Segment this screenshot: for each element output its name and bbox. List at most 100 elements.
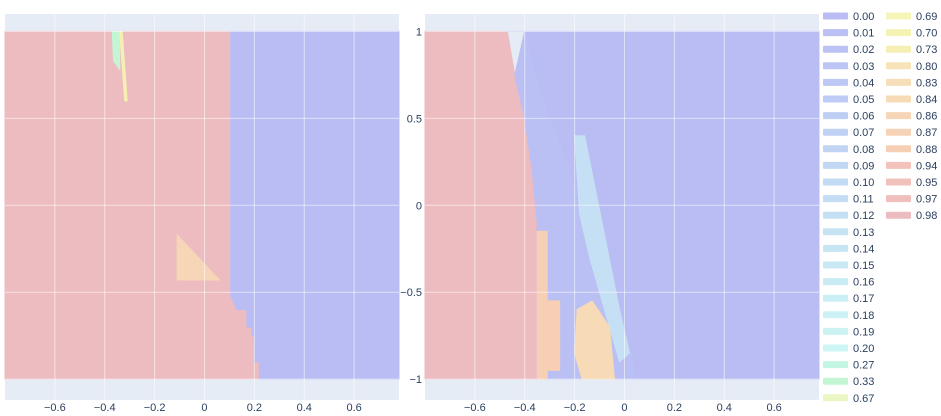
legend-item[interactable]: 0.87 bbox=[886, 127, 937, 139]
legend-item[interactable]: 0.10 bbox=[823, 177, 874, 189]
legend-swatch bbox=[823, 12, 848, 20]
legend-item[interactable]: 0.16 bbox=[823, 277, 874, 289]
legend-item[interactable]: 0.07 bbox=[823, 127, 874, 139]
legend-label: 0.67 bbox=[853, 393, 874, 405]
legend-label: 0.97 bbox=[916, 194, 937, 206]
legend-swatch bbox=[886, 62, 911, 70]
legend-swatch bbox=[823, 344, 848, 352]
legend-swatch bbox=[823, 29, 848, 37]
left-subplot: −0.6 −0.4 −0.2 0 0.2 0.4 0.6 bbox=[4, 14, 400, 414]
legend-swatch bbox=[886, 145, 911, 153]
legend-label: 0.06 bbox=[853, 111, 874, 123]
legend-swatch bbox=[823, 195, 848, 203]
legend-item[interactable]: 0.18 bbox=[823, 310, 874, 322]
legend-item[interactable]: 0.19 bbox=[823, 326, 874, 338]
legend-item[interactable]: 0.00 bbox=[823, 11, 874, 23]
legend-item[interactable]: 0.84 bbox=[886, 94, 937, 106]
legend-item[interactable]: 0.98 bbox=[886, 210, 937, 222]
legend-item[interactable]: 0.88 bbox=[886, 144, 937, 156]
right-subplot: −0.6 −0.4 −0.2 0 0.2 0.4 0.6 −1 −0.5 0 0.5 1 bbox=[400, 14, 820, 414]
legend-item[interactable]: 0.83 bbox=[886, 77, 937, 89]
legend-label: 0.95 bbox=[916, 177, 937, 189]
legend-swatch bbox=[823, 161, 848, 169]
legend-label: 0.12 bbox=[853, 210, 874, 222]
legend-item[interactable]: 0.67 bbox=[823, 393, 874, 405]
legend-item[interactable]: 0.13 bbox=[823, 227, 874, 239]
legend-item[interactable]: 0.80 bbox=[886, 61, 937, 73]
legend-label: 0.00 bbox=[853, 11, 874, 23]
legend-item[interactable]: 0.86 bbox=[886, 111, 937, 123]
legend-item[interactable]: 0.09 bbox=[823, 160, 874, 172]
legend-swatch bbox=[823, 394, 848, 402]
legend-swatch bbox=[886, 78, 911, 86]
legend-swatch bbox=[823, 78, 848, 86]
legend-label: 0.05 bbox=[853, 94, 874, 106]
legend-label: 0.09 bbox=[853, 160, 874, 172]
x-tick-label: −0.6 bbox=[464, 402, 486, 414]
legend-item[interactable]: 0.05 bbox=[823, 94, 874, 106]
legend-label: 0.33 bbox=[853, 376, 874, 388]
legend-item[interactable]: 0.06 bbox=[823, 111, 874, 123]
legend-item[interactable]: 0.04 bbox=[823, 77, 874, 89]
legend-label: 0.08 bbox=[853, 144, 874, 156]
y-tick-label: 0 bbox=[416, 200, 422, 212]
region-0-12 bbox=[574, 135, 631, 363]
legend-item[interactable]: 0.27 bbox=[823, 360, 874, 372]
legend-label: 0.10 bbox=[853, 177, 874, 189]
legend-swatch bbox=[886, 195, 911, 203]
legend-swatch bbox=[886, 128, 911, 136]
legend-label: 0.04 bbox=[853, 77, 874, 89]
legend-label: 0.16 bbox=[853, 277, 874, 289]
legend-label: 0.98 bbox=[916, 210, 937, 222]
legend-label: 0.73 bbox=[916, 44, 937, 56]
legend-item[interactable]: 0.95 bbox=[886, 177, 937, 189]
y-tick-label: 0.5 bbox=[407, 113, 422, 125]
legend-label: 0.69 bbox=[916, 11, 937, 23]
legend-item[interactable]: 0.94 bbox=[886, 160, 937, 172]
legend-swatch bbox=[823, 294, 848, 302]
legend-item[interactable]: 0.33 bbox=[823, 376, 874, 388]
legend-swatch bbox=[886, 211, 911, 219]
x-tick-label: 0 bbox=[201, 402, 207, 414]
legend-label: 0.70 bbox=[916, 28, 937, 40]
y-tick-label: −1 bbox=[409, 374, 422, 386]
legend-item[interactable]: 0.73 bbox=[886, 44, 937, 56]
legend-swatch bbox=[886, 161, 911, 169]
legend-swatch bbox=[823, 178, 848, 186]
legend-label: 0.19 bbox=[853, 326, 874, 338]
legend-item[interactable]: 0.97 bbox=[886, 194, 937, 206]
legend-swatch bbox=[886, 29, 911, 37]
legend-item[interactable]: 0.12 bbox=[823, 210, 874, 222]
legend-label: 0.84 bbox=[916, 94, 937, 106]
legend: 0.00 0.01 0.02 0.03 0.04 0.05 0.06 0.07 0.08 0.09… bbox=[823, 11, 937, 405]
legend-item[interactable]: 0.17 bbox=[823, 293, 874, 305]
y-tick-label: 1 bbox=[416, 26, 422, 38]
legend-label: 0.20 bbox=[853, 343, 874, 355]
legend-item[interactable]: 0.69 bbox=[886, 11, 937, 23]
legend-swatch bbox=[823, 311, 848, 319]
legend-item[interactable]: 0.03 bbox=[823, 61, 874, 73]
x-tick-label: 0.6 bbox=[346, 402, 361, 414]
legend-swatch bbox=[823, 211, 848, 219]
legend-label: 0.15 bbox=[853, 260, 874, 272]
x-tick-label: −0.4 bbox=[514, 402, 536, 414]
x-tick-label: 0.4 bbox=[717, 402, 732, 414]
legend-swatch bbox=[823, 145, 848, 153]
legend-item[interactable]: 0.15 bbox=[823, 260, 874, 272]
legend-item[interactable]: 0.11 bbox=[823, 194, 874, 206]
legend-item[interactable]: 0.01 bbox=[823, 28, 874, 40]
legend-label: 0.18 bbox=[853, 310, 874, 322]
legend-swatch bbox=[886, 95, 911, 103]
legend-item[interactable]: 0.14 bbox=[823, 243, 874, 255]
legend-label: 0.13 bbox=[853, 227, 874, 239]
x-tick-label: −0.4 bbox=[94, 402, 116, 414]
legend-item[interactable]: 0.02 bbox=[823, 44, 874, 56]
legend-item[interactable]: 0.70 bbox=[886, 28, 937, 40]
legend-item[interactable]: 0.20 bbox=[823, 343, 874, 355]
x-tick-label: 0.4 bbox=[297, 402, 312, 414]
x-tick-label: −0.2 bbox=[144, 402, 166, 414]
legend-swatch bbox=[823, 327, 848, 335]
legend-item[interactable]: 0.08 bbox=[823, 144, 874, 156]
legend-swatch bbox=[823, 361, 848, 369]
